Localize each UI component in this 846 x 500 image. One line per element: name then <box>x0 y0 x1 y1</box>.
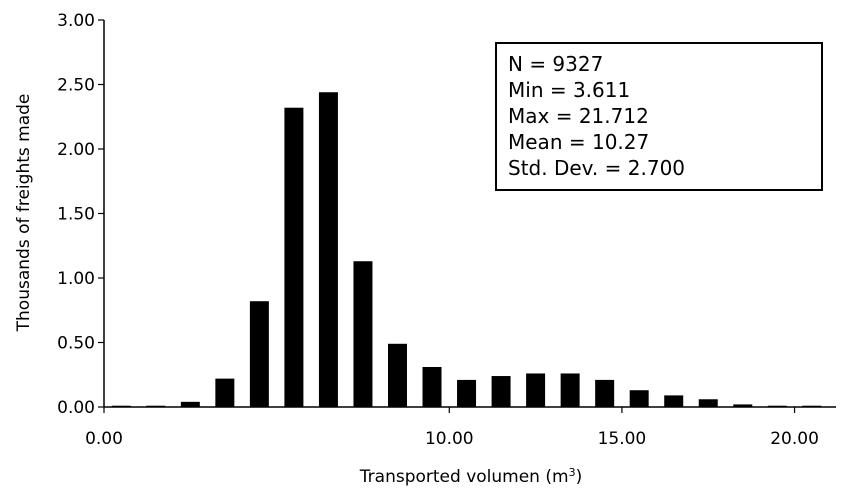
y-tick-label-1: 0.50 <box>57 334 95 354</box>
histogram-bar-16 <box>664 395 684 407</box>
x-axis-title-superscript: 3 <box>569 466 576 479</box>
stats-line-1: Min = 3.611 <box>508 78 630 102</box>
y-tick-label-3: 1.50 <box>57 205 95 225</box>
y-axis-title: Thousands of freights made <box>14 94 34 333</box>
histogram-bar-12 <box>526 373 546 407</box>
ticks-layer: 0.00 0.50 1.00 1.50 2.00 2.50 3.00 0.00 10.00 15.… <box>57 11 819 449</box>
x-tick-label-2: 15.00 <box>598 429 647 449</box>
y-tick-label-0: 0.00 <box>57 398 95 418</box>
histogram-bar-7 <box>353 261 373 407</box>
histogram-bar-9 <box>422 367 442 407</box>
x-axis-title-text: Transported volumen (m <box>359 467 569 487</box>
stats-line-0: N = 9327 <box>508 52 603 76</box>
stats-line-4: Std. Dev. = 2.700 <box>508 156 685 180</box>
histogram-bar-10 <box>457 379 477 407</box>
histogram-bar-14 <box>595 379 615 407</box>
x-tick-label-3: 20.00 <box>770 429 819 449</box>
histogram-bar-15 <box>629 390 649 407</box>
histogram-bar-6 <box>318 92 338 408</box>
y-tick-label-4: 2.00 <box>57 140 95 160</box>
histogram-bar-3 <box>215 378 235 407</box>
histogram-bar-8 <box>388 343 407 407</box>
x-axis-title: Transported volumen (m3) <box>359 466 582 487</box>
y-tick-label-5: 2.50 <box>57 76 95 96</box>
y-tick-label-6: 3.00 <box>57 11 95 31</box>
stats-box-frame <box>495 42 823 191</box>
histogram-bar-2 <box>180 401 200 407</box>
bars-layer <box>111 92 822 408</box>
histogram-bar-17 <box>698 399 718 407</box>
histogram-bar-11 <box>491 376 511 407</box>
x-axis-title-suffix: ) <box>576 467 583 487</box>
y-tick-label-2: 1.00 <box>57 269 95 289</box>
x-tick-label-0: 0.00 <box>85 429 123 449</box>
histogram-bar-5 <box>284 107 304 407</box>
x-tick-label-1: 10.00 <box>425 429 474 449</box>
stats-line-3: Mean = 10.27 <box>508 130 649 154</box>
histogram-bar-13 <box>560 373 580 407</box>
histogram-bar-18 <box>733 404 753 407</box>
histogram-bar-4 <box>249 301 269 407</box>
stats-line-2: Max = 21.712 <box>508 104 649 128</box>
